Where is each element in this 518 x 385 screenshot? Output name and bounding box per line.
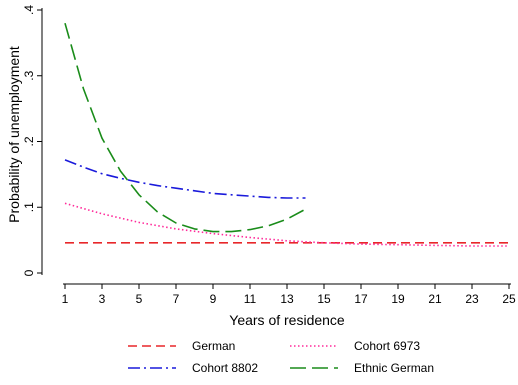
x-tick-label: 17 bbox=[354, 292, 368, 306]
y-tick-label: .3 bbox=[22, 70, 36, 80]
x-tick-label: 13 bbox=[280, 292, 294, 306]
legend-label-ethnic-german: Ethnic German bbox=[354, 361, 434, 375]
x-tick-label: 15 bbox=[317, 292, 331, 306]
x-tick-label: 3 bbox=[99, 292, 106, 306]
x-tick-label: 23 bbox=[465, 292, 479, 306]
y-tick-label: .4 bbox=[22, 5, 36, 15]
legend-label-cohort-6973: Cohort 6973 bbox=[354, 339, 420, 353]
x-tick-label: 9 bbox=[210, 292, 217, 306]
y-tick-label: .1 bbox=[22, 202, 36, 212]
legend: German Cohort 6973 Cohort 8802 Ethnic Germa… bbox=[128, 339, 434, 375]
x-tick-label: 1 bbox=[62, 292, 69, 306]
y-axis-title: Probability of unemployment bbox=[6, 46, 22, 223]
series-line-cohort-6973 bbox=[64, 202, 509, 247]
series-line-ethnic-german bbox=[64, 22, 306, 233]
x-axis-title: Years of residence bbox=[229, 312, 345, 328]
y-tick-label: .2 bbox=[22, 136, 36, 146]
x-tick-label: 7 bbox=[173, 292, 180, 306]
x-tick-label: 19 bbox=[391, 292, 405, 306]
x-tick-label: 25 bbox=[502, 292, 516, 306]
series-lines bbox=[64, 22, 509, 247]
legend-label-cohort-8802: Cohort 8802 bbox=[192, 361, 258, 375]
x-tick-label: 21 bbox=[428, 292, 442, 306]
y-axis-ticks: 0 .1 .2 .3 .4 bbox=[22, 5, 42, 276]
y-tick-label: 0 bbox=[22, 269, 36, 276]
x-axis-ticks: 1 3 5 7 9 11 13 15 17 19 21 23 25 bbox=[62, 284, 516, 306]
series-line-cohort-8802 bbox=[64, 159, 306, 199]
x-tick-label: 5 bbox=[136, 292, 143, 306]
x-tick-label: 11 bbox=[244, 292, 257, 306]
legend-label-german: German bbox=[192, 339, 235, 353]
